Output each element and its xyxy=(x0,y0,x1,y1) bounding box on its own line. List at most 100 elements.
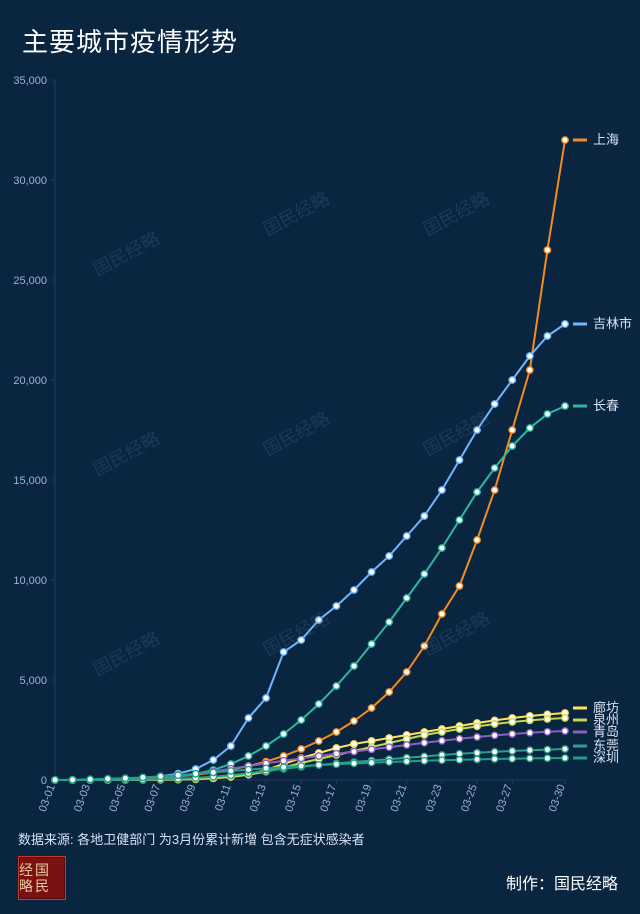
series-marker xyxy=(527,717,533,723)
series-marker xyxy=(368,641,374,647)
series-marker xyxy=(404,533,410,539)
series-marker xyxy=(421,732,427,738)
data-source-footnote: 数据来源: 各地卫健部门 为3月份累计新增 包含无症状感染者 xyxy=(18,829,365,848)
series-marker xyxy=(491,487,497,493)
series-line xyxy=(55,718,565,780)
series-line xyxy=(55,713,565,780)
x-tick-label: 03-19 xyxy=(353,783,374,814)
series-marker xyxy=(491,749,497,755)
series-marker xyxy=(404,595,410,601)
series-marker xyxy=(122,775,128,781)
series-marker xyxy=(544,333,550,339)
y-tick-label: 35,000 xyxy=(13,75,47,87)
series-marker xyxy=(298,637,304,643)
series-marker xyxy=(474,750,480,756)
series-marker xyxy=(280,731,286,737)
series-marker xyxy=(404,742,410,748)
series-marker xyxy=(280,649,286,655)
y-tick-label: 15,000 xyxy=(13,475,47,487)
series-end-label: 深圳 xyxy=(593,750,619,765)
y-tick-label: 25,000 xyxy=(13,275,47,287)
series-marker xyxy=(509,748,515,754)
series-marker xyxy=(439,729,445,735)
series-marker xyxy=(404,669,410,675)
series-marker xyxy=(474,489,480,495)
series-marker xyxy=(316,738,322,744)
y-tick-label: 30,000 xyxy=(13,175,47,187)
series-marker xyxy=(280,764,286,770)
series-marker xyxy=(421,643,427,649)
x-tick-label: 03-15 xyxy=(283,783,304,814)
publisher-seal: 经国略民 xyxy=(18,856,66,900)
series-marker xyxy=(421,758,427,764)
series-end-label: 青岛 xyxy=(593,724,619,739)
series-marker xyxy=(333,683,339,689)
series-marker xyxy=(544,411,550,417)
series-marker xyxy=(474,723,480,729)
series-marker xyxy=(509,377,515,383)
series-marker xyxy=(351,663,357,669)
series-marker xyxy=(439,611,445,617)
series-marker xyxy=(456,583,462,589)
series-marker xyxy=(456,517,462,523)
series-marker xyxy=(491,721,497,727)
series-marker xyxy=(491,401,497,407)
series-marker xyxy=(544,755,550,761)
series-marker xyxy=(404,758,410,764)
series-marker xyxy=(263,743,269,749)
series-marker xyxy=(439,545,445,551)
series-marker xyxy=(52,777,58,783)
series-marker xyxy=(298,746,304,752)
series-marker xyxy=(245,766,251,772)
series-marker xyxy=(544,716,550,722)
series-marker xyxy=(333,729,339,735)
series-marker xyxy=(333,751,339,757)
series-marker xyxy=(474,537,480,543)
x-tick-label: 03-23 xyxy=(424,783,445,814)
series-marker xyxy=(333,603,339,609)
series-marker xyxy=(263,695,269,701)
series-end-label: 上海 xyxy=(593,132,619,147)
series-marker xyxy=(386,689,392,695)
series-marker xyxy=(316,762,322,768)
series-marker xyxy=(562,715,568,721)
y-tick-label: 10,000 xyxy=(13,575,47,587)
series-marker xyxy=(439,487,445,493)
series-marker xyxy=(474,427,480,433)
series-marker xyxy=(368,746,374,752)
series-marker xyxy=(562,403,568,409)
series-line xyxy=(55,140,565,780)
line-chart: 05,00010,00015,00020,00025,00030,00035,0… xyxy=(0,0,640,914)
series-marker xyxy=(105,776,111,782)
series-marker xyxy=(421,740,427,746)
x-tick-label: 03-25 xyxy=(459,783,480,814)
series-marker xyxy=(527,353,533,359)
series-marker xyxy=(351,748,357,754)
x-tick-label: 03-05 xyxy=(107,783,128,814)
series-marker xyxy=(527,367,533,373)
series-marker xyxy=(544,247,550,253)
y-tick-label: 20,000 xyxy=(13,375,47,387)
series-marker xyxy=(509,731,515,737)
series-marker xyxy=(228,743,234,749)
series-marker xyxy=(175,772,181,778)
series-marker xyxy=(562,755,568,761)
series-marker xyxy=(386,553,392,559)
series-marker xyxy=(351,741,357,747)
series-marker xyxy=(509,719,515,725)
series-marker xyxy=(210,757,216,763)
series-marker xyxy=(210,769,216,775)
series-marker xyxy=(474,734,480,740)
series-marker xyxy=(298,755,304,761)
series-marker xyxy=(562,728,568,734)
series-marker xyxy=(368,569,374,575)
x-tick-label: 03-11 xyxy=(213,783,234,813)
series-marker xyxy=(157,773,163,779)
x-tick-label: 03-13 xyxy=(248,783,269,814)
series-marker xyxy=(333,761,339,767)
series-marker xyxy=(228,768,234,774)
series-marker xyxy=(351,718,357,724)
series-marker xyxy=(509,443,515,449)
series-marker xyxy=(527,747,533,753)
series-marker xyxy=(316,753,322,759)
